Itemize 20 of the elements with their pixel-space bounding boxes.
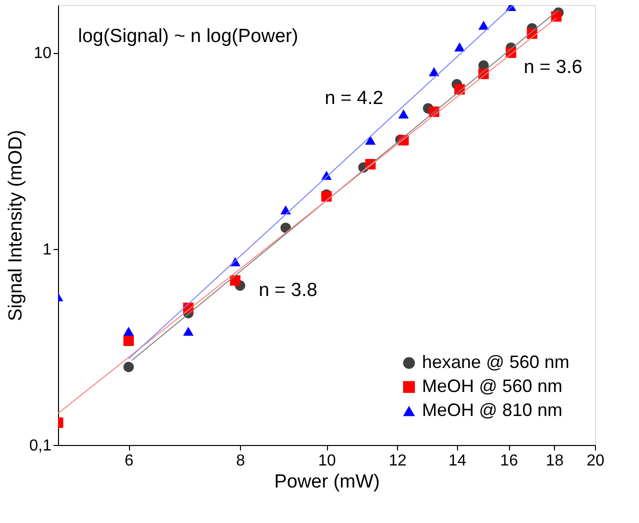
y-tick-label: 0,1 [29,438,52,454]
annotation: n = 3.6 [524,57,582,78]
x-tick-label: 20 [586,452,604,470]
x-tick-label: 10 [318,452,336,470]
x-tick-label: 16 [500,452,518,470]
x-tick-label: 12 [388,452,407,470]
x-axis-title: Power (mW) [274,472,380,492]
x-tick-label: 18 [546,452,564,470]
legend-label: hexane @ 560 nm [422,352,570,372]
annotation: n = 4.2 [324,88,384,109]
x-tick-label: 6 [124,452,134,470]
annotation: n = 3.8 [258,280,318,301]
legend-label: MeOH @ 560 nm [422,376,562,396]
x-tick-label: 8 [236,452,246,470]
y-tick-label: 1 [42,241,52,258]
y-axis-title: Signal Intensity (mOD) [5,130,26,322]
x-tick-label: 14 [448,452,466,470]
legend-label: MeOH @ 810 nm [422,400,562,420]
y-tick-label: 10 [34,45,52,62]
annotation: log(Signal) ~ n log(Power) [78,26,298,47]
